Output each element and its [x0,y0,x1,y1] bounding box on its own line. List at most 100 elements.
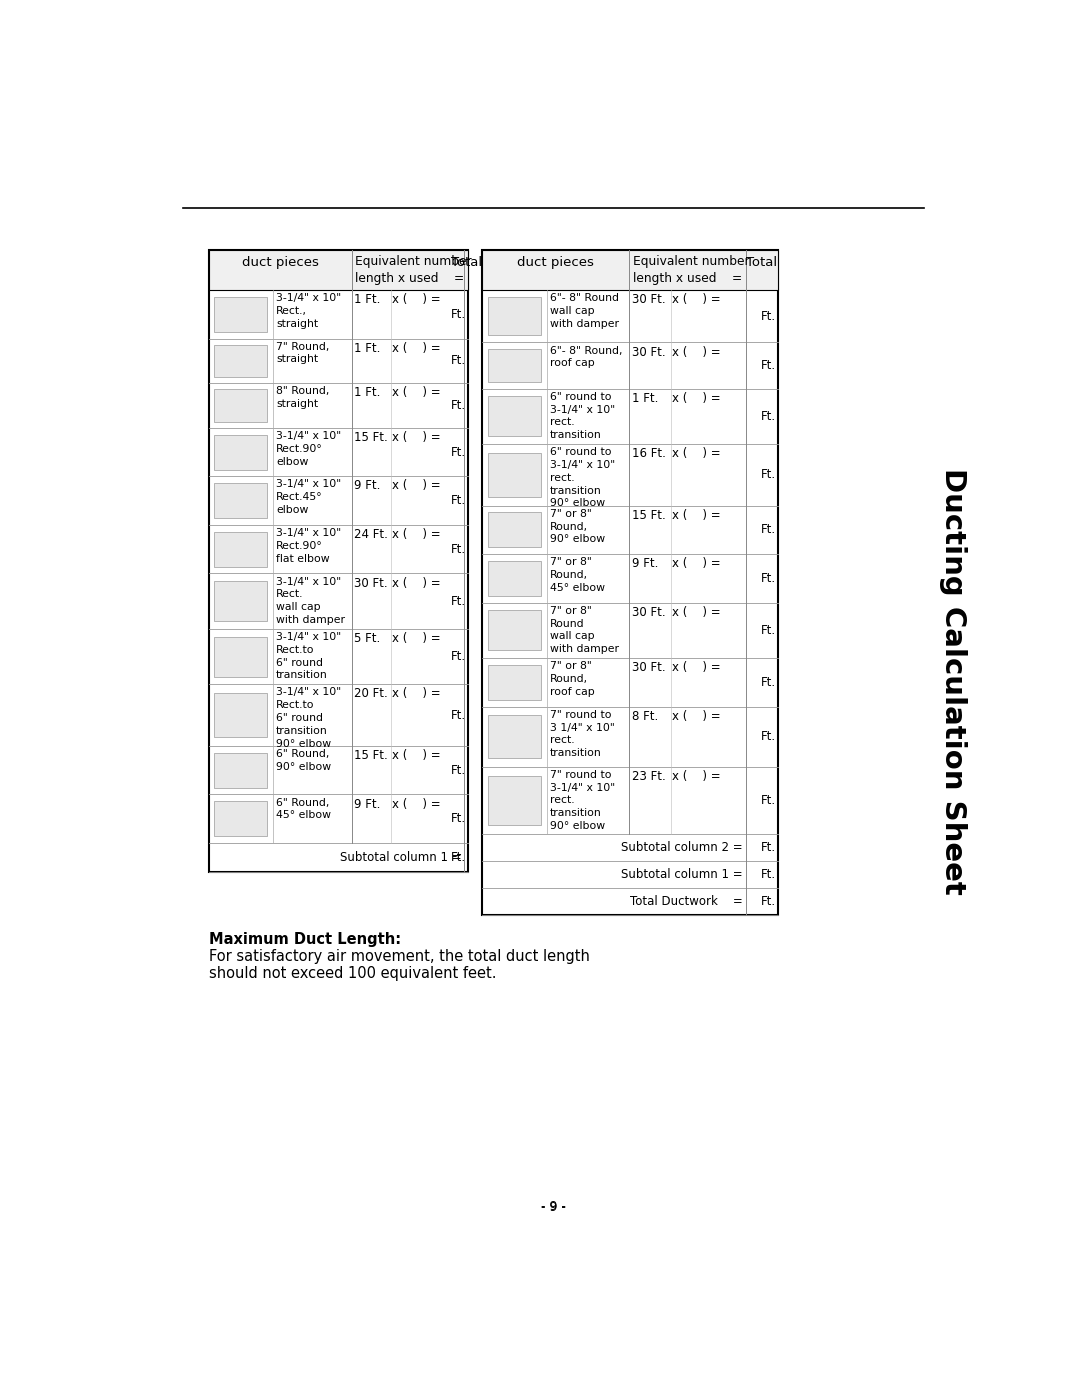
Text: x (    ) =: x ( ) = [392,687,441,700]
Text: Ft.: Ft. [450,851,465,865]
Bar [488,715,541,759]
Bar [488,397,541,436]
Text: x (    ) =: x ( ) = [672,345,720,359]
Text: 9 Ft.: 9 Ft. [354,798,381,810]
Text: Ft.: Ft. [450,400,465,412]
Bar [215,802,267,837]
Text: x (    ) =: x ( ) = [392,798,441,810]
Text: 3-1/4" x 10"
Rect.90°
flat elbow: 3-1/4" x 10" Rect.90° flat elbow [276,528,341,563]
Text: x (    ) =: x ( ) = [672,557,720,570]
Text: 6" round to
3-1/4" x 10"
rect.
transition
90° elbow: 6" round to 3-1/4" x 10" rect. transitio… [550,447,615,509]
Text: 1 Ft.: 1 Ft. [354,342,381,355]
Text: Total: Total [746,256,778,270]
Text: Ft.: Ft. [450,764,465,777]
Text: Ft.: Ft. [450,542,465,556]
Bar [215,296,267,332]
Text: duct pieces: duct pieces [517,256,594,270]
Text: Ft.: Ft. [450,355,465,367]
Text: Ft.: Ft. [760,731,775,743]
Bar [488,453,541,497]
Text: x (    ) =: x ( ) = [672,770,720,782]
Text: 6" Round,
90° elbow: 6" Round, 90° elbow [276,749,332,771]
Bar [215,693,267,738]
Text: Ft.: Ft. [450,595,465,608]
Text: Ft.: Ft. [760,895,775,908]
Text: x (    ) =: x ( ) = [672,509,720,521]
Text: 24 Ft.: 24 Ft. [354,528,388,541]
Text: For satisfactory air movement, the total duct length: For satisfactory air movement, the total… [208,949,590,964]
Text: 16 Ft.: 16 Ft. [632,447,665,460]
Text: 3-1/4" x 10"
Rect.to
6" round
transition
90° elbow: 3-1/4" x 10" Rect.to 6" round transition… [276,687,341,749]
Text: - 9 -: - 9 - [541,1200,566,1213]
Bar [488,513,541,548]
Text: 9 Ft.: 9 Ft. [354,479,381,493]
Text: Equivalent number
length x used    =: Equivalent number length x used = [633,256,750,285]
Text: 20 Ft.: 20 Ft. [354,687,388,700]
Text: duct pieces: duct pieces [242,256,319,270]
Text: Ft.: Ft. [760,841,775,855]
Text: Ft.: Ft. [450,307,465,321]
Text: Ducting Calculation Sheet: Ducting Calculation Sheet [939,468,967,894]
Text: 7" or 8"
Round,
roof cap: 7" or 8" Round, roof cap [550,661,594,697]
Text: Ft.: Ft. [760,869,775,882]
Text: 30 Ft.: 30 Ft. [632,606,665,619]
Text: x (    ) =: x ( ) = [672,606,720,619]
Text: 3-1/4" x 10"
Rect.90°
elbow: 3-1/4" x 10" Rect.90° elbow [276,432,341,467]
Text: 7" round to
3 1/4" x 10"
rect.
transition: 7" round to 3 1/4" x 10" rect. transitio… [550,710,615,759]
Text: 8" Round,
straight: 8" Round, straight [276,387,329,409]
Text: 6"- 8" Round
wall cap
with damper: 6"- 8" Round wall cap with damper [550,293,619,328]
Bar [482,250,779,915]
Text: Subtotal column 2 =: Subtotal column 2 = [621,841,743,855]
Bar [488,298,541,335]
Text: x (    ) =: x ( ) = [672,710,720,722]
Text: x (    ) =: x ( ) = [392,293,441,306]
Bar [488,562,541,597]
Bar [215,581,267,622]
Text: x (    ) =: x ( ) = [672,391,720,405]
Text: 7" or 8"
Round,
45° elbow: 7" or 8" Round, 45° elbow [550,557,605,592]
Text: x (    ) =: x ( ) = [392,342,441,355]
Bar [208,250,469,291]
Text: x (    ) =: x ( ) = [392,631,441,645]
Text: x (    ) =: x ( ) = [392,387,441,400]
Text: Ft.: Ft. [450,708,465,722]
Text: should not exceed 100 equivalent feet.: should not exceed 100 equivalent feet. [208,967,496,981]
Text: Ft.: Ft. [760,624,775,637]
Text: Ft.: Ft. [760,676,775,689]
Text: Ft.: Ft. [450,495,465,507]
Text: 30 Ft.: 30 Ft. [632,661,665,675]
Bar [215,390,267,422]
Text: Ft.: Ft. [760,524,775,536]
Text: x (    ) =: x ( ) = [392,577,441,590]
Text: Ft.: Ft. [760,359,775,372]
Text: Ft.: Ft. [760,793,775,807]
Text: 3-1/4" x 10"
Rect.45°
elbow: 3-1/4" x 10" Rect.45° elbow [276,479,341,515]
Text: Ft.: Ft. [450,812,465,826]
Text: 30 Ft.: 30 Ft. [632,345,665,359]
Bar [488,610,541,651]
Text: 3-1/4" x 10"
Rect.
wall cap
with damper: 3-1/4" x 10" Rect. wall cap with damper [276,577,345,624]
Text: Subtotal column 1 =: Subtotal column 1 = [621,869,743,882]
Bar [215,753,267,788]
Text: x (    ) =: x ( ) = [392,479,441,493]
Text: Ft.: Ft. [450,446,465,458]
Text: 1 Ft.: 1 Ft. [354,387,381,400]
Text: Total Ductwork    =: Total Ductwork = [630,895,743,908]
Text: 7" or 8"
Round
wall cap
with damper: 7" or 8" Round wall cap with damper [550,606,619,654]
Text: 1 Ft.: 1 Ft. [632,391,658,405]
Text: 15 Ft.: 15 Ft. [354,749,388,761]
Bar [215,345,267,377]
Bar [215,483,267,518]
Bar [215,434,267,469]
Text: 30 Ft.: 30 Ft. [632,293,665,306]
Text: x (    ) =: x ( ) = [392,749,441,761]
Text: 7" round to
3-1/4" x 10"
rect.
transition
90° elbow: 7" round to 3-1/4" x 10" rect. transitio… [550,770,615,831]
Text: x (    ) =: x ( ) = [392,432,441,444]
Text: 15 Ft.: 15 Ft. [632,509,665,521]
Text: 8 Ft.: 8 Ft. [632,710,658,722]
Text: 9 Ft.: 9 Ft. [632,557,658,570]
Text: 30 Ft.: 30 Ft. [354,577,388,590]
Text: 7" Round,
straight: 7" Round, straight [276,342,329,365]
Text: Subtotal column 1 =: Subtotal column 1 = [339,851,461,865]
Text: Ft.: Ft. [450,650,465,664]
